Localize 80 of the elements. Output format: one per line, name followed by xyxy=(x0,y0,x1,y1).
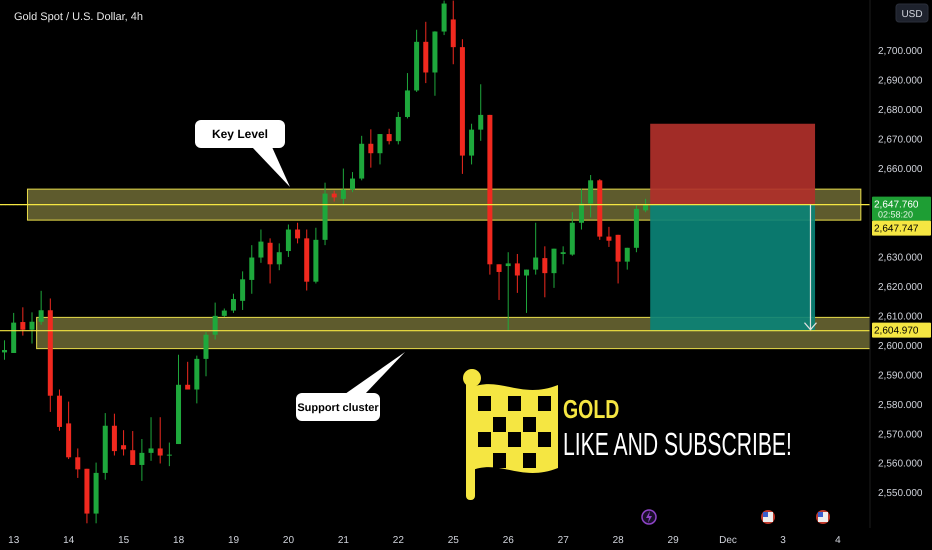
x-tick-label: 25 xyxy=(448,535,460,546)
candlestick xyxy=(139,438,144,482)
candlestick xyxy=(38,290,44,326)
candlestick xyxy=(514,253,520,294)
candlestick xyxy=(268,238,273,284)
x-tick-label: 29 xyxy=(668,535,680,546)
ref-line-label: 2,647.747 xyxy=(874,224,919,235)
y-tick-label: 2,590.000 xyxy=(878,370,923,382)
y-tick-label: 2,610.000 xyxy=(878,311,923,322)
candlestick xyxy=(377,134,382,165)
candlestick xyxy=(643,198,648,213)
candlestick xyxy=(340,168,346,206)
annotation: LIKE AND SUBSCRIBE! xyxy=(563,425,792,462)
y-tick-label: 2,600.000 xyxy=(878,340,923,352)
candlestick xyxy=(295,222,300,244)
x-tick-label: 21 xyxy=(338,535,350,546)
candlestick xyxy=(286,224,291,258)
y-tick-label: 2,570.000 xyxy=(878,429,923,440)
candlestick xyxy=(130,430,136,466)
candlestick xyxy=(386,128,392,145)
candlestick xyxy=(524,269,530,314)
candlestick xyxy=(240,270,246,310)
candlestick xyxy=(533,222,538,276)
y-axis-title: USD xyxy=(901,9,923,20)
y-tick-label: 2,700.000 xyxy=(878,46,923,58)
y-tick-label: 2,580.000 xyxy=(878,400,923,411)
candlestick xyxy=(332,190,337,202)
candlestick xyxy=(249,244,254,294)
candlestick xyxy=(258,229,264,264)
x-tick-label: 15 xyxy=(118,535,130,546)
candlestick xyxy=(588,174,594,218)
candlestick xyxy=(506,252,511,332)
x-tick-label: 18 xyxy=(173,535,185,546)
y-tick-label: 2,660.000 xyxy=(878,164,923,176)
y-tick-label: 2,690.000 xyxy=(878,76,923,87)
candlestick xyxy=(121,430,126,456)
text: 02:58:20 xyxy=(878,210,914,220)
candlestick xyxy=(212,302,218,340)
candlestick xyxy=(158,416,163,464)
x-tick-label: 19 xyxy=(228,535,240,546)
x-tick-label: 26 xyxy=(502,535,514,546)
candlestick xyxy=(542,246,548,298)
x-tick-label: Dec xyxy=(719,535,737,546)
x-tick-label: 20 xyxy=(282,535,294,546)
y-tick-label: 2,670.000 xyxy=(878,134,923,146)
y-tick-label: 2,680.000 xyxy=(878,105,923,116)
y-tick-label: 2,560.000 xyxy=(878,458,923,470)
candlestick xyxy=(148,416,154,462)
y-tick-label: 2,550.000 xyxy=(878,488,923,500)
candlestick xyxy=(29,312,34,344)
candlestick xyxy=(350,172,356,193)
ref-line-label: 2,647.760 xyxy=(874,200,919,211)
candlestick xyxy=(578,188,584,230)
x-tick-label: 14 xyxy=(63,535,75,546)
candlestick xyxy=(230,293,236,314)
x-tick-label: 4 xyxy=(835,535,842,546)
candlestick xyxy=(75,448,80,478)
candlestick xyxy=(478,84,484,142)
candlestick xyxy=(2,340,8,360)
candlestick xyxy=(560,246,566,265)
candlestick xyxy=(276,242,282,271)
x-tick-label: 3 xyxy=(780,535,786,546)
text: Gold Spot / U.S. Dollar, 4h xyxy=(14,11,144,23)
candlestick xyxy=(166,442,172,467)
x-tick-label: 28 xyxy=(612,535,624,546)
x-tick-label: 27 xyxy=(558,535,570,546)
ref-line-label: 2,604.970 xyxy=(874,326,919,337)
annotation: GOLD xyxy=(563,394,620,424)
candlestick xyxy=(20,306,26,336)
candlestick xyxy=(606,226,612,248)
annotation: Support cluster xyxy=(297,402,380,414)
x-tick-label: 13 xyxy=(8,535,20,546)
candlestick xyxy=(624,247,630,270)
y-tick-label: 2,630.000 xyxy=(878,252,923,264)
x-tick-label: 22 xyxy=(392,535,404,546)
candlestick xyxy=(368,128,374,168)
annotation: Key Level xyxy=(212,127,268,141)
candlestick xyxy=(185,361,190,390)
y-tick-label: 2,620.000 xyxy=(878,282,923,293)
candlestick xyxy=(496,264,502,300)
